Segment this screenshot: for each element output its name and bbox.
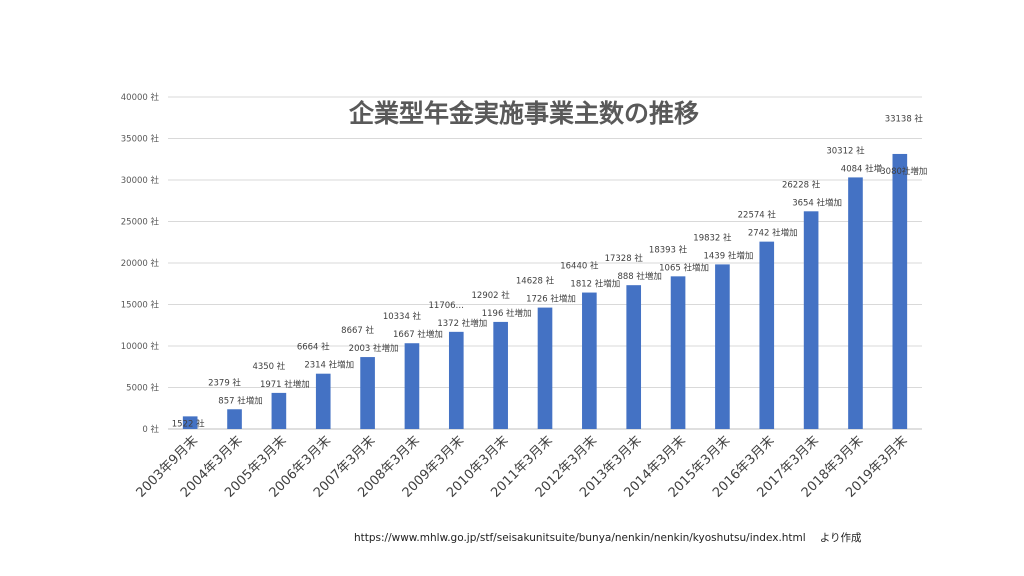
value-label: 6664 社 <box>297 342 330 353</box>
y-tick-label: 15000 社 <box>121 300 160 311</box>
increase-label: 4084 社増 <box>841 163 882 174</box>
source-line: https://www.mhlw.go.jp/stf/seisakunitsui… <box>354 530 862 545</box>
bar <box>759 241 775 429</box>
x-axis-ticks: 2003年9月末2004年3月末2005年3月末2006年3月末2007年3月末… <box>134 433 911 500</box>
increase-label: 1065 社増加 <box>659 262 709 273</box>
increase-label: 1196 社増加 <box>482 308 532 319</box>
value-label: 33138 社 <box>885 113 924 124</box>
bar <box>227 409 242 429</box>
y-tick-label: 25000 社 <box>121 217 160 228</box>
bar <box>848 177 863 429</box>
gridlines <box>168 96 922 430</box>
value-label: 30312 社 <box>826 145 865 156</box>
bar <box>493 321 508 429</box>
increase-label: 2003 社増加 <box>349 343 399 354</box>
value-label: 19832 社 <box>693 232 732 243</box>
y-axis-ticks: 0 社 5000 社 10000 社 15000 社 20000 社 25000 社 300… <box>121 92 160 435</box>
y-tick-label: 35000 社 <box>121 134 160 145</box>
value-label: 22574 社 <box>738 210 777 221</box>
bar <box>404 343 420 429</box>
bar <box>626 285 642 429</box>
increase-label: 1439 社増加 <box>703 250 753 261</box>
value-label: 11706… <box>429 301 465 311</box>
y-tick-label: 0 社 <box>142 424 159 435</box>
y-tick-label: 20000 社 <box>121 258 160 269</box>
value-label: 8667 社 <box>341 325 374 336</box>
bar <box>315 373 331 429</box>
increase-label: 1971 社増加 <box>260 379 310 390</box>
value-label: 10334 社 <box>383 311 422 322</box>
bar <box>892 153 908 430</box>
bar <box>360 357 375 429</box>
value-label: 14628 社 <box>516 276 555 287</box>
bar <box>537 307 553 429</box>
value-label: 16440 社 <box>560 261 599 272</box>
increase-label: 1372 社増加 <box>437 318 487 329</box>
bar <box>271 392 287 429</box>
value-label: 18393 社 <box>649 244 688 255</box>
chart-title: 企業型年金実施事業主数の推移 <box>349 99 699 128</box>
y-tick-label: 10000 社 <box>121 341 160 352</box>
value-label: 1522 社 <box>172 418 205 429</box>
bar <box>582 292 597 429</box>
y-tick-label: 5000 社 <box>126 383 159 394</box>
value-labels: 1522 社 2379 社 4350 社 6664 社 8667 社 10334 社 117… <box>172 113 924 429</box>
bar <box>670 276 686 429</box>
bar <box>448 331 464 429</box>
increase-label: 857 社増加 <box>218 395 262 406</box>
increase-label: 1812 社増加 <box>570 279 620 290</box>
increase-label: 3654 社増加 <box>792 197 842 208</box>
y-tick-label: 30000 社 <box>121 175 160 186</box>
source-url: https://www.mhlw.go.jp/stf/seisakunitsui… <box>354 532 806 544</box>
bar <box>715 264 730 429</box>
increase-label: 2314 社増加 <box>304 360 354 371</box>
bar <box>182 416 198 429</box>
increase-label: 1667 社増加 <box>393 329 443 340</box>
increase-label: 2742 社増加 <box>748 228 798 239</box>
value-label: 4350 社 <box>252 361 285 372</box>
source-suffix: より作成 <box>819 532 862 544</box>
value-label: 17328 社 <box>605 253 644 264</box>
bar <box>803 211 819 429</box>
value-label: 26228 社 <box>782 179 821 190</box>
bars <box>182 153 908 430</box>
increase-label: 1726 社増加 <box>526 294 576 305</box>
increase-label: 3080社増加 <box>880 166 927 177</box>
value-label: 2379 社 <box>208 377 241 388</box>
value-label: 12902 社 <box>472 290 511 301</box>
y-tick-label: 40000 社 <box>121 92 160 103</box>
increase-label: 888 社増加 <box>617 271 661 282</box>
